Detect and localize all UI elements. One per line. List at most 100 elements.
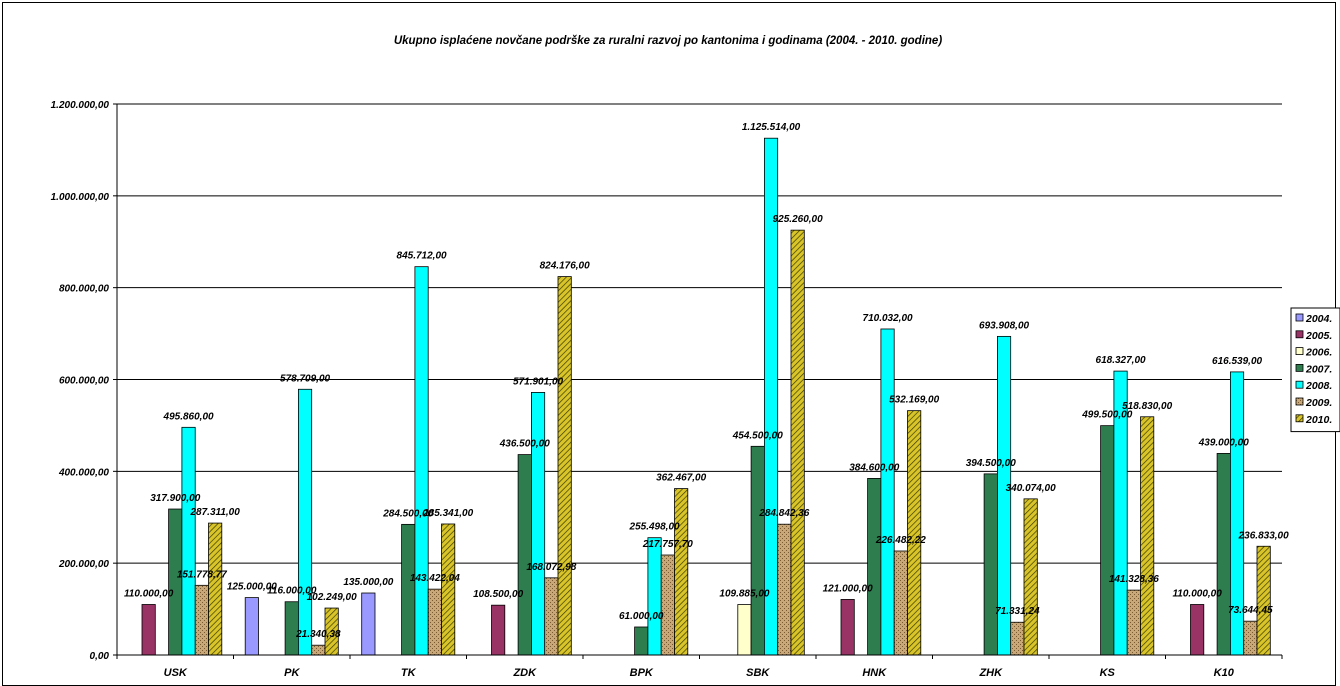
legend-label: 2008.	[1305, 380, 1332, 392]
bar-2005-zdk	[491, 604, 506, 656]
bar-2009-tk	[427, 588, 442, 656]
x-tick-label: KS	[1100, 667, 1116, 679]
y-tick-label: 1.200.000,00	[51, 100, 110, 111]
legend-swatch	[1295, 313, 1304, 322]
x-axis-ticks: USK PK TK ZDK BPK SBK HNK ZHK KS K10	[116, 655, 1283, 679]
legend-label: 2004.	[1305, 313, 1332, 325]
y-tick-label: 800.000,00	[59, 284, 109, 295]
legend: 2004. 2005. 2006. 2007. 2008. 2009. 2010.	[1290, 307, 1340, 433]
data-label: 384.600,00	[849, 462, 899, 473]
data-label: 495.860,00	[163, 411, 214, 422]
bar-2008-bpk	[647, 537, 662, 656]
data-label: 110.000,00	[1172, 588, 1222, 599]
legend-swatch	[1295, 380, 1304, 389]
bar-2008-usk	[181, 426, 196, 656]
legend-swatch	[1295, 397, 1304, 406]
bar-2009-ks	[1126, 589, 1141, 656]
x-tick-label: ZDK	[512, 667, 537, 679]
data-label: 693.908,00	[979, 320, 1029, 331]
data-label: 284.842,36	[758, 508, 809, 519]
data-label: 394.500,00	[966, 458, 1016, 469]
x-tick-label: ZHK	[978, 667, 1003, 679]
bar-2009-hnk	[893, 550, 908, 656]
data-label: 518.830,00	[1122, 401, 1172, 412]
bar-2010-zhk	[1023, 498, 1038, 656]
x-tick-label: BPK	[630, 667, 654, 679]
y-tick-label: 400.000,00	[58, 467, 109, 478]
legend-label: 2005.	[1305, 330, 1332, 342]
bar-2010-usk	[208, 522, 223, 656]
data-label: 125.000,00	[227, 582, 277, 593]
data-label: 571.901,00	[513, 376, 563, 387]
data-label: 61.000,00	[619, 611, 664, 622]
data-label: 1.125.514,00	[742, 122, 801, 133]
data-label: 21.340,38	[295, 629, 341, 640]
data-label: 121.000,00	[823, 583, 873, 594]
bar-2007-zhk	[983, 473, 998, 656]
legend-swatch	[1295, 363, 1304, 372]
bar-2008-tk	[414, 266, 429, 656]
data-label: 73.644,45	[1228, 605, 1273, 616]
bar-2009-pk	[311, 644, 326, 656]
bar-2009-k10	[1243, 620, 1258, 656]
data-label: 845.712,00	[397, 251, 447, 262]
legend-label: 2007.	[1305, 363, 1332, 375]
x-tick-label: K10	[1214, 667, 1235, 679]
bars	[141, 137, 1271, 656]
chart-title: Ukupno isplaćene novčane podrške za rura…	[394, 35, 942, 47]
bar-2010-hnk	[907, 410, 922, 656]
data-label: 287.311,00	[189, 507, 240, 518]
bar-2010-bpk	[674, 488, 689, 656]
y-tick-label: 1.000.000,00	[51, 192, 110, 203]
data-label: 925.260,00	[773, 214, 823, 225]
bar-2010-ks	[1140, 416, 1155, 656]
bar-2005-k10	[1190, 604, 1205, 656]
data-labels: 110.000,00 317.900,00 495.860,00 151.778,77…	[124, 122, 1289, 640]
data-label: 499.500,00	[1081, 410, 1132, 421]
bar-2008-zdk	[531, 392, 546, 656]
data-label: 135.000,00	[343, 577, 393, 588]
data-label: 710.032,00	[863, 313, 913, 324]
y-axis-ticks: 0,00 200.000,00 400.000,00 600.000,00 800.00…	[51, 100, 117, 662]
bar-2007-zdk	[517, 454, 532, 656]
legend-swatch	[1295, 330, 1304, 339]
bar-2009-sbk	[777, 523, 792, 656]
data-label: 284.500,00	[382, 508, 433, 519]
bar-2010-sbk	[790, 229, 805, 656]
bar-2007-k10	[1216, 453, 1231, 656]
data-label: 236.833,00	[1238, 530, 1289, 541]
y-tick-label: 600.000,00	[59, 376, 109, 387]
legend-label: 2009.	[1305, 397, 1332, 409]
bar-2007-hnk	[867, 478, 882, 656]
data-label: 532.169,00	[889, 395, 939, 406]
legend-label: 2010.	[1305, 414, 1332, 426]
bar-2009-zhk	[1010, 621, 1025, 656]
bar-2010-zdk	[557, 276, 572, 656]
data-label: 255.498,00	[629, 522, 680, 533]
bar-2010-tk	[441, 523, 456, 656]
data-label: 824.176,00	[540, 261, 590, 272]
y-tick-label: 200.000,00	[58, 559, 109, 570]
x-tick-label: TK	[401, 667, 417, 679]
legend-label: 2006.	[1305, 347, 1332, 359]
bar-2005-usk	[141, 604, 156, 656]
data-label: 439.000,00	[1198, 437, 1249, 448]
data-label: 226.482,22	[875, 535, 926, 546]
data-label: 108.500,00	[473, 589, 523, 600]
bar-2009-usk	[194, 584, 209, 656]
data-label: 116.000,00	[267, 586, 317, 597]
bar-2007-usk	[168, 508, 183, 656]
data-label: 285.341,00	[422, 508, 473, 519]
bar-2004-tk	[361, 592, 376, 656]
data-label: 102.249,00	[307, 592, 357, 603]
data-label: 141.328,36	[1109, 574, 1159, 585]
legend-swatch	[1295, 347, 1304, 356]
x-tick-label: USK	[164, 667, 188, 679]
data-label: 143.422,04	[410, 573, 460, 584]
data-label: 317.900,00	[150, 493, 200, 504]
data-label: 454.500,00	[732, 430, 783, 441]
bar-2010-k10	[1256, 545, 1271, 656]
x-tick-label: PK	[284, 667, 300, 679]
data-label: 436.500,00	[499, 439, 550, 450]
